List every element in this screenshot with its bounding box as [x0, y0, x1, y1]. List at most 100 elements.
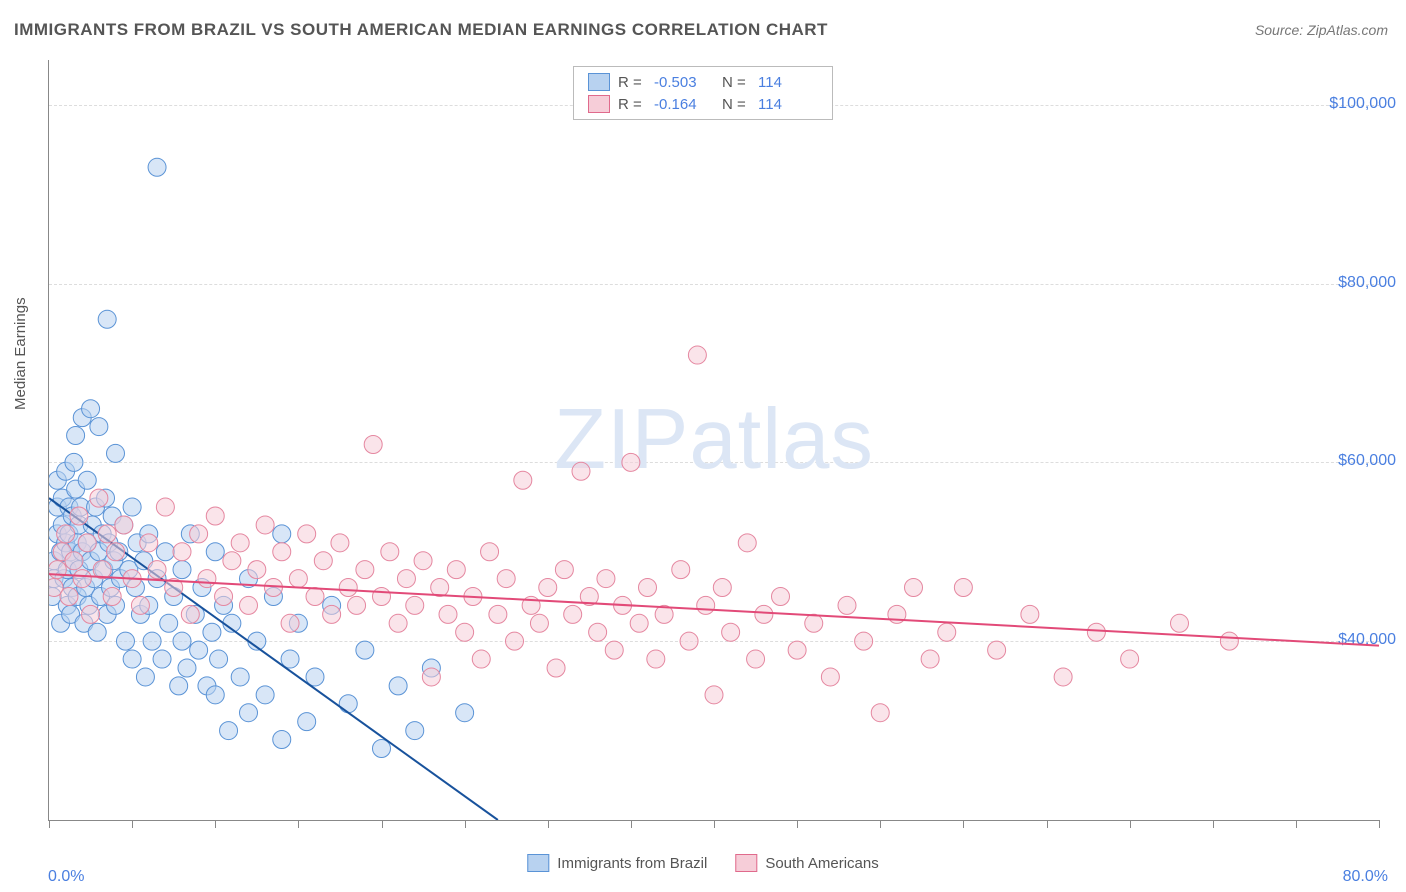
series-legend-item: Immigrants from Brazil	[527, 854, 707, 872]
data-point-brazil	[356, 641, 374, 659]
series-legend-label: Immigrants from Brazil	[557, 855, 707, 872]
data-point-brazil	[231, 668, 249, 686]
data-point-south_americans	[722, 623, 740, 641]
data-point-south_americans	[414, 552, 432, 570]
data-point-south_americans	[57, 525, 75, 543]
data-point-brazil	[173, 632, 191, 650]
data-point-brazil	[160, 614, 178, 632]
data-point-brazil	[98, 310, 116, 328]
data-point-brazil	[273, 525, 291, 543]
data-point-south_americans	[289, 570, 307, 588]
data-point-south_americans	[672, 561, 690, 579]
data-point-south_americans	[1121, 650, 1139, 668]
data-point-south_americans	[622, 453, 640, 471]
data-point-south_americans	[140, 534, 158, 552]
x-tick	[1379, 820, 1380, 828]
data-point-south_americans	[921, 650, 939, 668]
series-legend-label: South Americans	[765, 855, 878, 872]
data-point-south_americans	[264, 579, 282, 597]
data-point-brazil	[148, 158, 166, 176]
data-point-south_americans	[639, 579, 657, 597]
data-point-south_americans	[49, 561, 66, 579]
data-point-south_americans	[713, 579, 731, 597]
data-point-south_americans	[148, 561, 166, 579]
data-point-south_americans	[306, 587, 324, 605]
data-point-south_americans	[181, 605, 199, 623]
data-point-south_americans	[60, 587, 78, 605]
data-point-south_americans	[747, 650, 765, 668]
data-point-brazil	[78, 471, 96, 489]
data-point-brazil	[206, 543, 224, 561]
data-point-south_americans	[107, 543, 125, 561]
data-point-south_americans	[406, 596, 424, 614]
r-label: R =	[618, 96, 646, 113]
data-point-south_americans	[156, 498, 174, 516]
data-point-south_americans	[103, 587, 121, 605]
data-point-south_americans	[647, 650, 665, 668]
data-point-brazil	[389, 677, 407, 695]
n-label: N =	[722, 74, 750, 91]
data-point-brazil	[88, 623, 106, 641]
x-tick	[132, 820, 133, 828]
data-point-south_americans	[871, 704, 889, 722]
data-point-south_americans	[82, 605, 100, 623]
x-tick	[1213, 820, 1214, 828]
data-point-south_americans	[772, 587, 790, 605]
data-point-south_americans	[738, 534, 756, 552]
data-point-south_americans	[630, 614, 648, 632]
data-point-south_americans	[938, 623, 956, 641]
data-point-south_americans	[855, 632, 873, 650]
data-point-south_americans	[530, 614, 548, 632]
data-point-south_americans	[223, 552, 241, 570]
data-point-south_americans	[73, 570, 91, 588]
data-point-south_americans	[547, 659, 565, 677]
data-point-south_americans	[339, 579, 357, 597]
source-label: Source:	[1255, 22, 1303, 38]
data-point-south_americans	[397, 570, 415, 588]
legend-swatch	[588, 95, 610, 113]
data-point-south_americans	[514, 471, 532, 489]
data-point-south_americans	[273, 543, 291, 561]
data-point-south_americans	[821, 668, 839, 686]
data-point-south_americans	[373, 587, 391, 605]
data-point-brazil	[339, 695, 357, 713]
series-legend: Immigrants from Brazil South Americans	[521, 854, 884, 872]
data-point-south_americans	[589, 623, 607, 641]
data-point-south_americans	[190, 525, 208, 543]
data-point-brazil	[65, 453, 83, 471]
data-point-south_americans	[688, 346, 706, 364]
data-point-brazil	[178, 659, 196, 677]
data-point-south_americans	[605, 641, 623, 659]
data-point-brazil	[123, 650, 141, 668]
data-point-south_americans	[422, 668, 440, 686]
data-point-brazil	[240, 704, 258, 722]
x-tick	[298, 820, 299, 828]
data-point-south_americans	[838, 596, 856, 614]
data-point-south_americans	[439, 605, 457, 623]
correlation-legend-row: R =-0.164N =114	[584, 93, 822, 115]
legend-swatch	[527, 854, 549, 872]
data-point-south_americans	[231, 534, 249, 552]
chart-title: IMMIGRANTS FROM BRAZIL VS SOUTH AMERICAN…	[14, 20, 828, 40]
data-point-south_americans	[98, 525, 116, 543]
data-point-south_americans	[489, 605, 507, 623]
source-value: ZipAtlas.com	[1307, 22, 1388, 38]
data-point-south_americans	[70, 507, 88, 525]
data-point-south_americans	[298, 525, 316, 543]
data-point-south_americans	[1220, 632, 1238, 650]
x-tick	[49, 820, 50, 828]
data-point-south_americans	[381, 543, 399, 561]
data-point-south_americans	[755, 605, 773, 623]
data-point-south_americans	[506, 632, 524, 650]
data-point-south_americans	[314, 552, 332, 570]
data-point-south_americans	[988, 641, 1006, 659]
data-point-south_americans	[131, 596, 149, 614]
data-point-south_americans	[256, 516, 274, 534]
data-point-south_americans	[215, 587, 233, 605]
n-value: 114	[758, 74, 818, 91]
data-point-brazil	[136, 668, 154, 686]
chart-svg	[49, 60, 1379, 820]
data-point-south_americans	[456, 623, 474, 641]
r-label: R =	[618, 74, 646, 91]
correlation-legend-row: R =-0.503N =114	[584, 71, 822, 93]
